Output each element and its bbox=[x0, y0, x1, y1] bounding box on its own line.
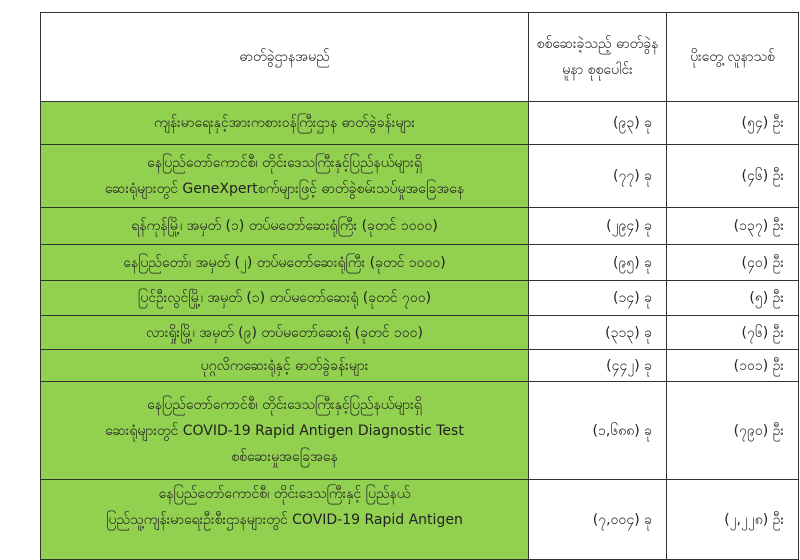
lab-name-cell: လားရှိုးမြို့၊ အမှတ် (၉) တပ်မတော်ဆေးရုံ … bbox=[40, 315, 529, 350]
cases-cell: (၄၀) ဦး bbox=[666, 244, 799, 281]
samples-cell: (၁,၆၈၈) ခု bbox=[528, 381, 667, 480]
results-table: ဓာတ်ခွဲဌာနအမည် စစ်ဆေးခဲ့သည့် ဓာတ်ခွဲနမူန… bbox=[40, 12, 799, 560]
samples-cell: (၃၁၃) ခု bbox=[528, 315, 667, 350]
cases-cell: (၇၉၀) ဦး bbox=[666, 381, 799, 480]
lab-name-cell: ကျန်းမာရေးနှင့်အားကစားဝန်ကြီးဌာန ဓာတ်ခွဲ… bbox=[40, 101, 529, 145]
samples-cell: (၂၉၄) ခု bbox=[528, 207, 667, 245]
samples-cell: (၁၄) ခု bbox=[528, 280, 667, 316]
lab-name-line bbox=[47, 533, 522, 559]
table-row: နေပြည်တော်ကောင်စီ၊ တိုင်းဒေသကြီးနှင့် ပြ… bbox=[40, 479, 799, 560]
lab-name-line: နေပြည်တော်၊ အမှတ် (၂) တပ်မတော်ဆေးရုံကြီး… bbox=[123, 254, 446, 271]
header-cases: ပိုးတွေ့ လူနာသစ် bbox=[666, 12, 799, 102]
lab-name-line: လားရှိုးမြို့၊ အမှတ် (၉) တပ်မတော်ဆေးရုံ … bbox=[146, 324, 423, 341]
lab-name-line: စစ်ဆေးမှုအခြေအနေ bbox=[231, 448, 338, 465]
table-row: ပုဂ္ဂလိကဆေးရုံနှင့် ဓာတ်ခွဲခန်းများ (၄၄၂)… bbox=[40, 349, 799, 382]
table-row: နေပြည်တော်ကောင်စီ၊ တိုင်းဒေသကြီးနှင့်ပြည… bbox=[40, 144, 799, 208]
cases-cell: (၂,၂၂၈) ဦး bbox=[666, 479, 799, 560]
cases-cell: (၄၆) ဦး bbox=[666, 144, 799, 208]
lab-name-cell: ရန်ကုန်မြို့၊ အမှတ် (၁) တပ်မတော်ဆေးရုံကြ… bbox=[40, 207, 529, 245]
samples-cell: (၄၄၂) ခု bbox=[528, 349, 667, 382]
lab-name-line: ပုဂ္ဂလိကဆေးရုံနှင့် ဓာတ်ခွဲခန်းများ bbox=[200, 357, 369, 374]
lab-name-cell: ပုဂ္ဂလိကဆေးရုံနှင့် ဓာတ်ခွဲခန်းများ bbox=[40, 349, 529, 382]
lab-name-cell: ပြင်ဦးလွင်မြို့၊ အမှတ် (၁) တပ်မတော်ဆေးရု… bbox=[40, 280, 529, 316]
table-row: ကျန်းမာရေးနှင့်အားကစားဝန်ကြီးဌာန ဓာတ်ခွဲ… bbox=[40, 101, 799, 145]
lab-name-line: နေပြည်တော်ကောင်စီ၊ တိုင်းဒေသကြီးနှင့်ပြည… bbox=[147, 396, 422, 413]
cases-cell: (၅၄) ဦး bbox=[666, 101, 799, 145]
lab-name-cell: နေပြည်တော်ကောင်စီ၊ တိုင်းဒေသကြီးနှင့်ပြည… bbox=[40, 144, 529, 208]
table-row: လားရှိုးမြို့၊ အမှတ် (၉) တပ်မတော်ဆေးရုံ … bbox=[40, 315, 799, 350]
lab-name-cell: နေပြည်တော်ကောင်စီ၊ တိုင်းဒေသကြီးနှင့်ပြည… bbox=[40, 381, 529, 480]
cases-cell: (၇၆) ဦး bbox=[666, 315, 799, 350]
samples-cell: (၇၇) ခု bbox=[528, 144, 667, 208]
lab-name-cell: နေပြည်တော်၊ အမှတ် (၂) တပ်မတော်ဆေးရုံကြီး… bbox=[40, 244, 529, 281]
header-row: ဓာတ်ခွဲဌာနအမည် စစ်ဆေးခဲ့သည့် ဓာတ်ခွဲနမူန… bbox=[40, 12, 799, 102]
lab-name-cell: နေပြည်တော်ကောင်စီ၊ တိုင်းဒေသကြီးနှင့် ပြ… bbox=[40, 479, 529, 560]
table-row: နေပြည်တော်၊ အမှတ် (၂) တပ်မတော်ဆေးရုံကြီး… bbox=[40, 244, 799, 281]
header-lab-name: ဓာတ်ခွဲဌာနအမည် bbox=[40, 12, 529, 102]
lab-name-line: ကျန်းမာရေးနှင့်အားကစားဝန်ကြီးဌာန ဓာတ်ခွဲ… bbox=[154, 115, 415, 131]
cases-cell: (၅) ဦး bbox=[666, 280, 799, 316]
header-samples: စစ်ဆေးခဲ့သည့် ဓာတ်ခွဲနမူနာ စုစုပေါင်း bbox=[528, 12, 667, 102]
lab-name-line: နေပြည်တော်ကောင်စီ၊ တိုင်းဒေသကြီးနှင့်ပြည… bbox=[147, 155, 422, 171]
samples-cell: (၉၅) ခု bbox=[528, 244, 667, 281]
lab-name-line: ဆေးရုံများတွင် COVID-19 Rapid Antigen Di… bbox=[105, 422, 464, 439]
lab-name-line: ရန်ကုန်မြို့၊ အမှတ် (၁) တပ်မတော်ဆေးရုံကြ… bbox=[131, 218, 438, 234]
lab-name-line: ဆေးရုံများတွင် GeneXpertစက်များဖြင့် ဓာတ… bbox=[104, 181, 465, 197]
samples-cell: (၇,၀၀၄) ခု bbox=[528, 479, 667, 560]
samples-cell: (၉၃) ခု bbox=[528, 101, 667, 145]
lab-name-line: ပြည်သူ့ကျန်းမာရေးဦးစီးဌာနများတွင် COVID-… bbox=[106, 511, 463, 528]
lab-name-line: ပြင်ဦးလွင်မြို့၊ အမှတ် (၁) တပ်မတော်ဆေးရု… bbox=[137, 290, 432, 306]
cases-cell: (၁၀၁) ဦး bbox=[666, 349, 799, 382]
cases-cell: (၁၃၇) ဦး bbox=[666, 207, 799, 245]
table-row: ရန်ကုန်မြို့၊ အမှတ် (၁) တပ်မတော်ဆေးရုံကြ… bbox=[40, 207, 799, 245]
lab-name-line: နေပြည်တော်ကောင်စီ၊ တိုင်းဒေသကြီးနှင့် ပြ… bbox=[158, 485, 411, 502]
table-row: ပြင်ဦးလွင်မြို့၊ အမှတ် (၁) တပ်မတော်ဆေးရု… bbox=[40, 280, 799, 316]
table-row: နေပြည်တော်ကောင်စီ၊ တိုင်းဒေသကြီးနှင့်ပြည… bbox=[40, 381, 799, 480]
